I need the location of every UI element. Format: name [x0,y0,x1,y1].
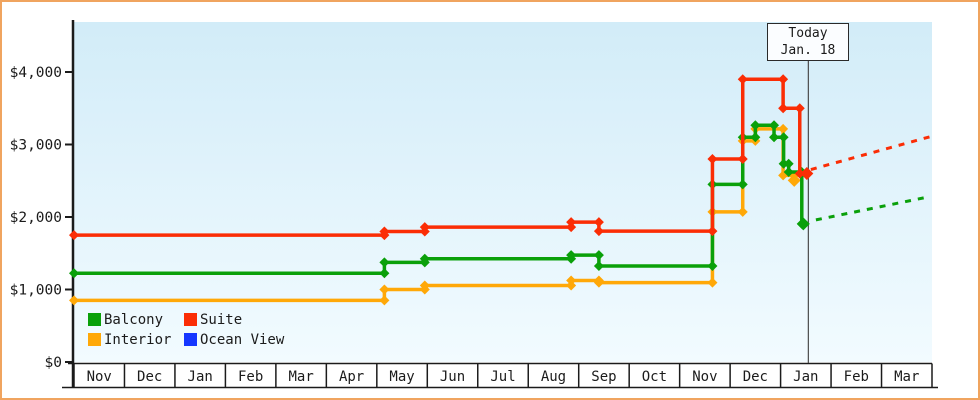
data-point-marker [69,230,79,241]
balcony-swatch-icon [88,313,101,326]
legend-item-ocean-view: Ocean View [184,332,284,348]
month-label: Oct [642,369,667,385]
data-point-marker [566,280,577,291]
data-point-marker [419,253,430,264]
data-point-marker [737,74,748,85]
today-label: Today [788,26,828,41]
data-point-marker [783,167,794,178]
series-suite [69,74,930,241]
month-label: Nov [692,369,717,385]
month-label: Dec [137,369,162,385]
data-point-marker [769,120,780,131]
data-point-marker [379,257,390,268]
suite-swatch-icon [184,313,197,326]
data-point-marker [794,103,805,114]
data-point-marker [778,132,789,143]
data-point-marker [707,226,718,237]
month-label: Jul [490,369,515,385]
ocean-view-swatch-icon [184,333,197,346]
data-point-marker [566,222,577,233]
x-axis-months: Nov Dec Jan Feb Mar Apr May Jun Jul Aug Sep Oct Nov D… [62,362,938,389]
data-point-marker [707,260,718,271]
month-label: May [389,369,414,385]
legend-label: Suite [200,311,243,328]
data-point-marker [778,103,789,114]
month-label: Feb [238,369,263,385]
data-point-marker [769,132,780,143]
today-date: Jan. 18 [780,43,836,58]
month-label: Sep [591,369,616,385]
data-point-marker [566,217,577,228]
plot-area [74,22,932,362]
data-point-marker [783,158,794,169]
month-label: Jan [188,369,213,385]
y-axis: $0 $1,000 $2,000 $3,000 $4,000 [10,20,75,388]
data-point-marker [778,74,789,85]
legend-row: Balcony Suite [88,310,284,329]
data-point-marker [69,295,79,306]
month-label: Jan [793,369,818,385]
series-balcony-projection [815,195,930,222]
data-point-marker [750,132,761,143]
data-point-marker [707,277,718,288]
month-label: Mar [894,369,919,385]
data-point-marker [593,217,604,228]
y-tick-label: $2,000 [10,210,62,226]
legend-label: Interior [104,331,172,348]
data-point-marker [593,277,604,288]
month-label: Apr [339,369,364,385]
month-label: Mar [288,369,313,385]
data-point-marker [737,206,748,217]
data-point-marker [707,154,718,164]
legend-label: Ocean View [200,331,285,348]
data-point-marker [750,120,761,131]
chart-legend: Balcony Suite Interior Ocean View [88,310,284,350]
legend-item-balcony: Balcony [88,312,184,328]
data-point-marker [796,217,810,231]
legend-row: Interior Ocean View [88,330,284,349]
data-point-marker [419,280,430,291]
legend-item-suite: Suite [184,312,242,328]
interior-swatch-icon [88,333,101,346]
data-point-marker [566,250,577,261]
data-point-marker [737,154,748,164]
data-point-marker [800,167,814,180]
month-label: Jun [440,369,465,385]
y-tick-label: $1,000 [10,283,62,299]
y-tick-label: $3,000 [10,138,62,154]
month-label: Aug [541,369,566,385]
data-point-marker [778,158,789,169]
data-point-marker [794,168,805,179]
data-point-marker [778,123,789,134]
legend-label: Balcony [104,311,164,328]
data-point-marker [737,179,748,190]
today-annotation: Today Jan. 18 [767,23,849,61]
month-label: Feb [844,369,869,385]
data-point-marker [566,275,577,286]
data-point-marker [379,284,390,295]
y-tick-label: $4,000 [10,65,62,81]
y-tick-label: $0 [45,355,62,371]
data-point-marker [593,260,604,271]
data-point-marker [69,268,79,279]
data-point-marker [593,226,604,237]
data-point-marker [379,268,390,279]
data-point-marker [593,250,604,261]
legend-item-interior: Interior [88,332,184,348]
data-point-marker [419,222,430,233]
data-point-marker [379,295,390,306]
month-label: Nov [87,369,112,385]
data-point-marker [787,173,801,187]
month-label: Dec [743,369,768,385]
series-interior [69,123,801,306]
data-point-marker [379,226,390,237]
